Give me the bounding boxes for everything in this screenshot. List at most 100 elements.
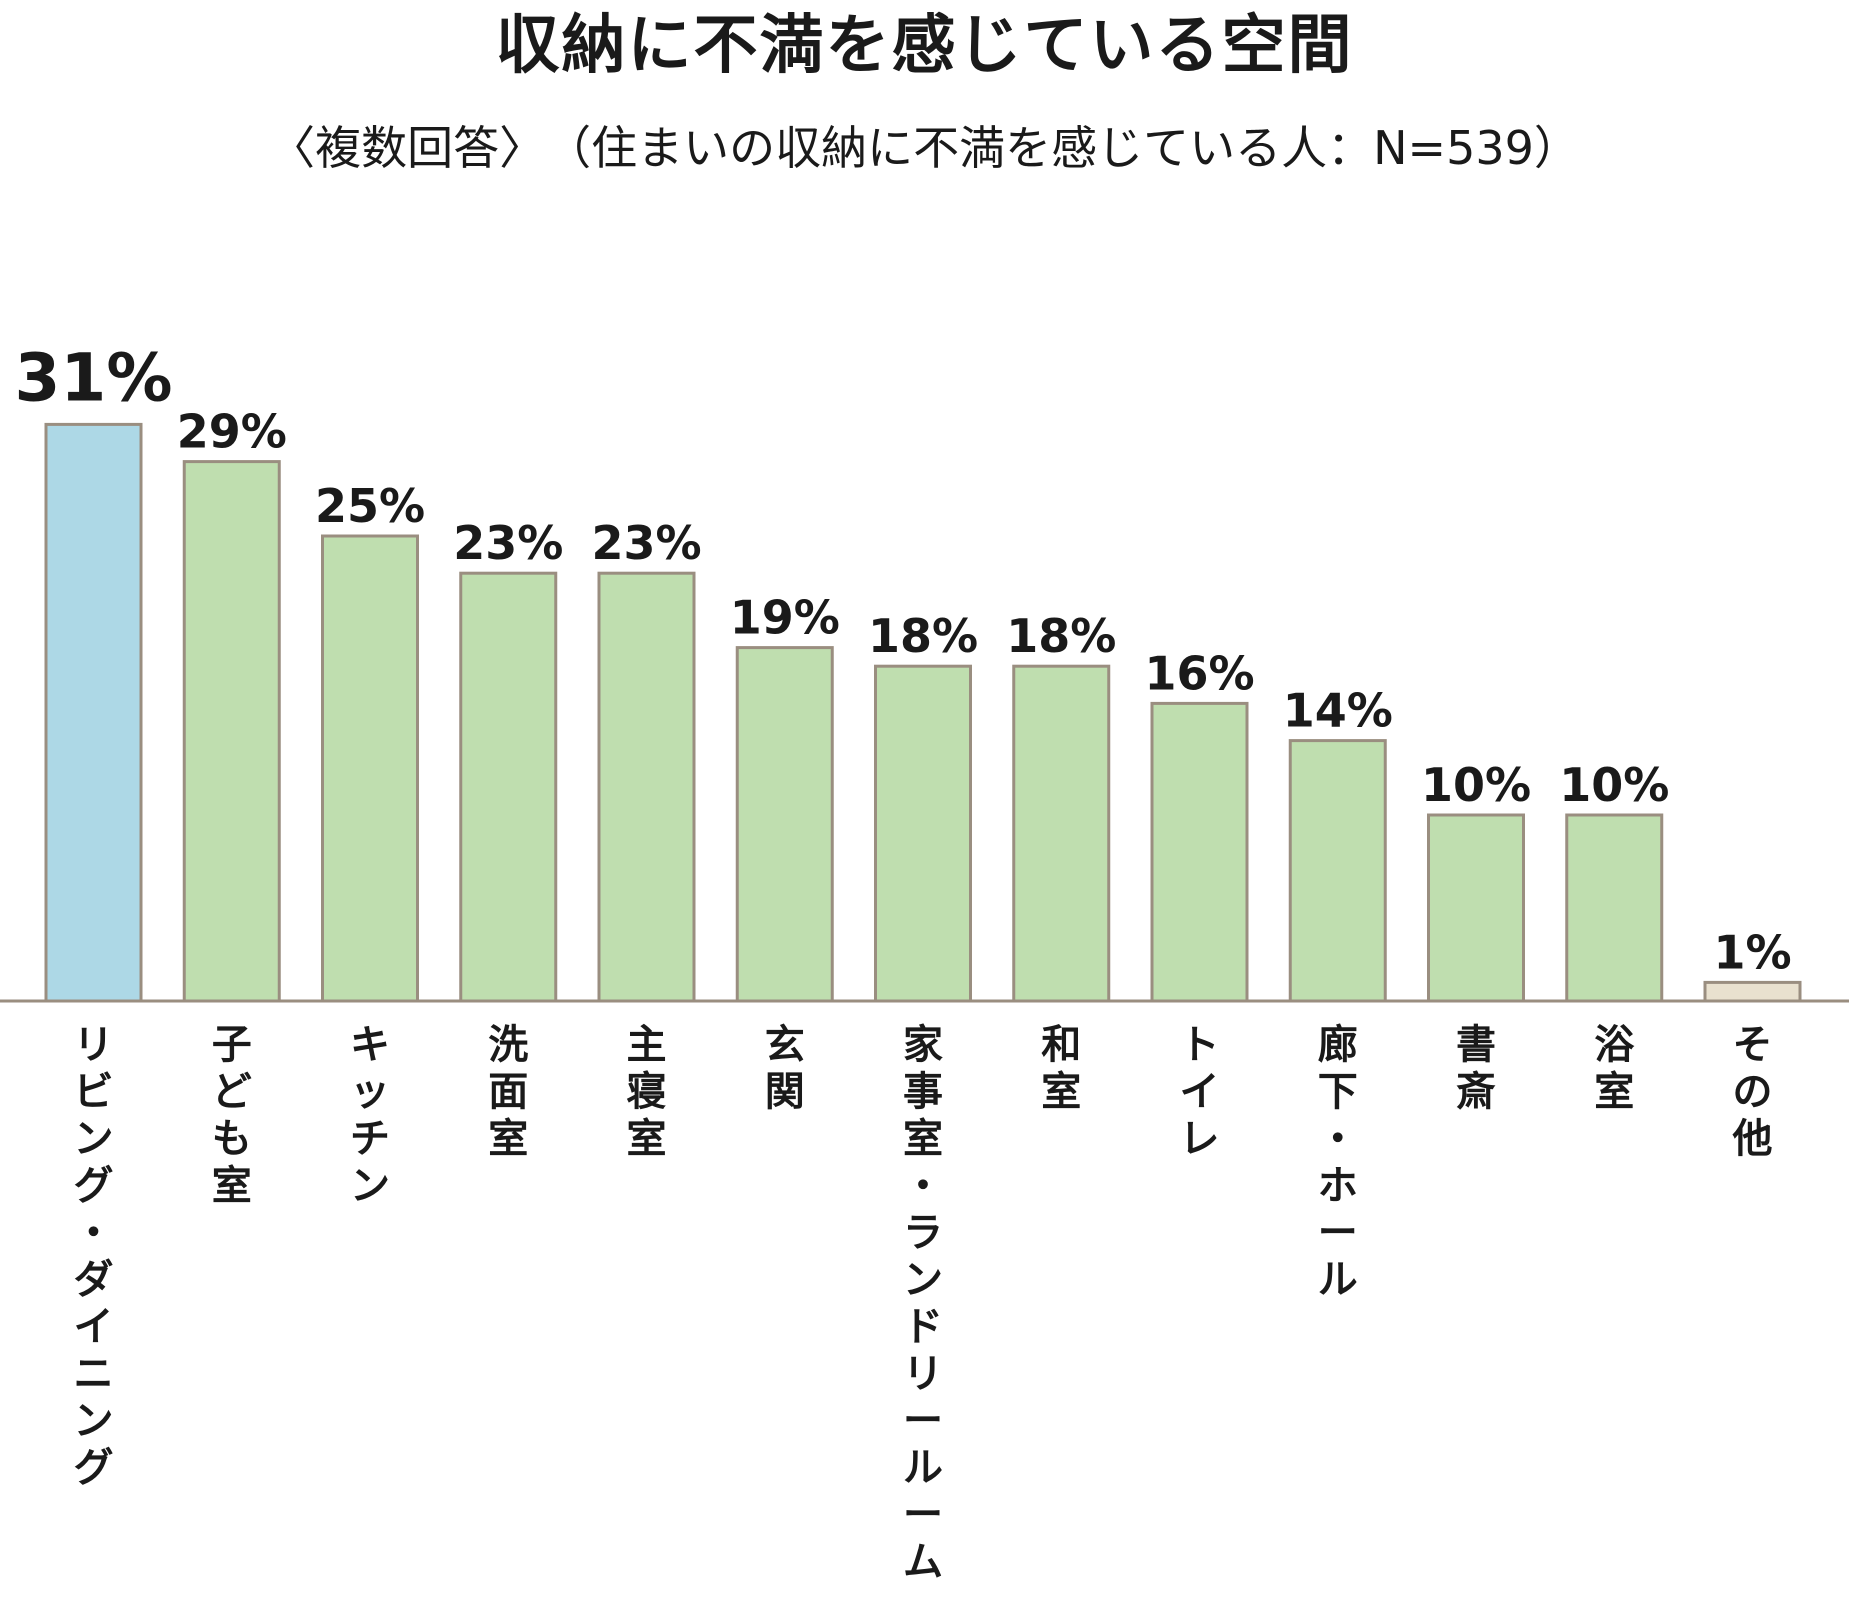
category-label-char: 家 bbox=[903, 1022, 943, 1068]
category-label-char: の bbox=[1733, 1069, 1773, 1115]
bar-4 bbox=[459, 571, 558, 1003]
category-label-char: ー bbox=[903, 1492, 943, 1538]
category-label-char: 子 bbox=[212, 1022, 252, 1068]
category-label-char: ル bbox=[1318, 1257, 1358, 1303]
category-label-char: グ bbox=[74, 1163, 114, 1209]
category-label-char: ダ bbox=[74, 1257, 114, 1303]
value-label-8: 18% bbox=[1006, 609, 1116, 663]
category-label-char: ン bbox=[74, 1116, 114, 1162]
category-label-char: リ bbox=[903, 1351, 943, 1397]
category-label-char: リ bbox=[74, 1022, 114, 1068]
category-label-char: ・ bbox=[1318, 1116, 1358, 1162]
category-label-char: キ bbox=[350, 1022, 390, 1068]
category-label-char: ・ bbox=[74, 1210, 114, 1256]
category-label-char: チ bbox=[350, 1116, 390, 1162]
value-labels-layer: 31%29% 25% 23% 23% 19% 18% 18% 16% 14% 10% 10% 1% bbox=[15, 339, 1792, 979]
category-label-13: その他 bbox=[1732, 1022, 1773, 1162]
category-label-char: 下 bbox=[1318, 1069, 1358, 1115]
category-label-char: 斎 bbox=[1456, 1069, 1496, 1115]
value-label-7: 18% bbox=[868, 609, 978, 663]
category-label-10: 廊下・ホール bbox=[1318, 1022, 1358, 1303]
category-label-char: ド bbox=[903, 1304, 943, 1350]
bar-13 bbox=[1703, 980, 1802, 1003]
category-label-char: 他 bbox=[1732, 1116, 1773, 1162]
category-label-char: ・ bbox=[903, 1163, 943, 1209]
category-label-char: レ bbox=[1180, 1116, 1220, 1162]
category-label-char: ラ bbox=[903, 1210, 943, 1256]
category-label-char: ン bbox=[350, 1163, 390, 1209]
category-label-12: 浴室 bbox=[1594, 1022, 1635, 1115]
category-label-char: ニ bbox=[74, 1351, 114, 1397]
value-label-13: 1% bbox=[1713, 925, 1791, 979]
value-label-9: 16% bbox=[1144, 646, 1254, 700]
category-label-char: も bbox=[212, 1116, 252, 1162]
category-label-char: 寝 bbox=[627, 1069, 667, 1115]
value-label-6: 19% bbox=[730, 591, 840, 645]
chart-subtitle: 〈複数回答〉 （住まいの収納に不満を感じている人：N=539） bbox=[269, 121, 1580, 175]
category-label-char: そ bbox=[1733, 1022, 1773, 1068]
category-label-11: 書斎 bbox=[1456, 1022, 1496, 1115]
category-label-char: 室 bbox=[627, 1116, 667, 1162]
category-label-char: 洗 bbox=[488, 1022, 528, 1068]
value-label-5: 23% bbox=[591, 516, 701, 570]
category-label-char: ン bbox=[903, 1257, 943, 1303]
bar-2 bbox=[182, 460, 281, 1003]
value-label-11: 10% bbox=[1421, 758, 1531, 812]
category-label-char: 主 bbox=[627, 1022, 667, 1068]
category-label-char: 書 bbox=[1456, 1022, 1496, 1068]
bar-1 bbox=[44, 422, 143, 1003]
category-label-char: 玄 bbox=[765, 1022, 805, 1068]
category-label-char: ど bbox=[212, 1069, 252, 1115]
category-label-char: 事 bbox=[903, 1069, 943, 1115]
bar-9 bbox=[1150, 701, 1249, 1003]
category-label-char: グ bbox=[74, 1445, 114, 1491]
category-label-char: ル bbox=[903, 1445, 943, 1491]
category-label-char: ン bbox=[74, 1398, 114, 1444]
category-labels-layer: リビング・ダイニング子ども室キッチン洗面室主寝室玄関家事室・ランドリールーム和室… bbox=[74, 1022, 1773, 1585]
category-label-char: 室 bbox=[212, 1163, 252, 1209]
bar-12 bbox=[1565, 813, 1664, 1003]
category-label-char: 関 bbox=[765, 1069, 805, 1115]
category-label-char: ム bbox=[903, 1539, 943, 1585]
category-label-char: 面 bbox=[488, 1069, 528, 1115]
category-label-char: 室 bbox=[1594, 1069, 1634, 1115]
category-label-char: イ bbox=[74, 1304, 114, 1350]
category-label-char: 室 bbox=[903, 1116, 943, 1162]
category-label-char: 浴 bbox=[1594, 1022, 1635, 1068]
value-label-10: 14% bbox=[1283, 684, 1393, 738]
value-label-3: 25% bbox=[315, 479, 425, 533]
bar-6 bbox=[735, 646, 834, 1003]
category-label-4: 洗面室 bbox=[488, 1022, 528, 1162]
category-label-char: ッ bbox=[350, 1069, 390, 1115]
category-label-char: ホ bbox=[1318, 1163, 1358, 1209]
bar-8 bbox=[1012, 664, 1111, 1003]
category-label-char: ー bbox=[903, 1398, 943, 1444]
value-label-1: 31% bbox=[15, 339, 173, 416]
value-label-4: 23% bbox=[453, 516, 563, 570]
bars-layer bbox=[44, 422, 1802, 1003]
category-label-5: 主寝室 bbox=[627, 1022, 667, 1162]
category-label-char: イ bbox=[1180, 1069, 1220, 1115]
category-label-char: 室 bbox=[1041, 1069, 1081, 1115]
category-label-char: 廊 bbox=[1318, 1022, 1358, 1068]
bar-11 bbox=[1427, 813, 1525, 1003]
category-label-char: 室 bbox=[488, 1116, 528, 1162]
bar-3 bbox=[321, 534, 419, 1003]
bar-10 bbox=[1288, 739, 1387, 1003]
category-label-8: 和室 bbox=[1041, 1022, 1081, 1115]
chart-title: 収納に不満を感じている空間 bbox=[495, 9, 1354, 83]
category-label-9: トイレ bbox=[1180, 1022, 1220, 1162]
category-label-char: ト bbox=[1180, 1022, 1220, 1068]
category-label-char: 和 bbox=[1041, 1022, 1081, 1068]
value-label-12: 10% bbox=[1559, 758, 1669, 812]
category-label-char: ビ bbox=[74, 1069, 114, 1115]
category-label-6: 玄関 bbox=[765, 1022, 805, 1115]
bar-5 bbox=[597, 571, 696, 1003]
category-label-char: ー bbox=[1318, 1210, 1358, 1256]
value-label-2: 29% bbox=[177, 405, 287, 459]
